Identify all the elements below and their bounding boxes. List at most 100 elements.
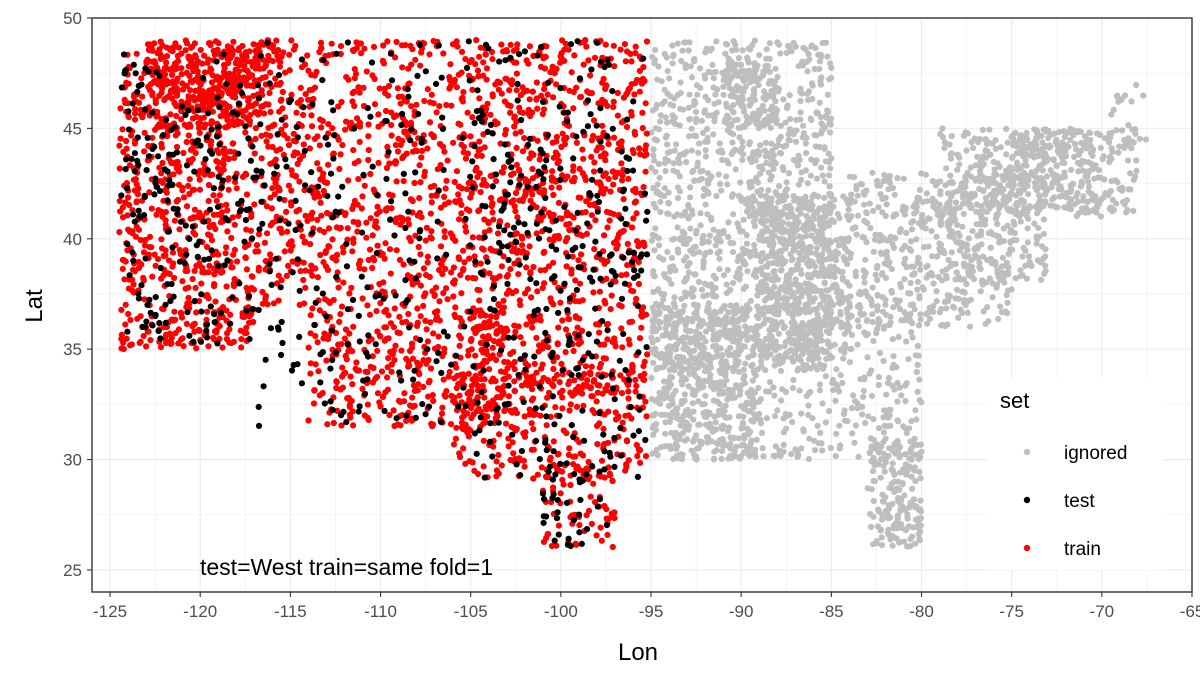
point-ignored <box>759 310 766 317</box>
point-ignored <box>728 193 736 200</box>
point-ignored <box>685 269 693 276</box>
data-points <box>116 37 1150 551</box>
point-ignored <box>774 297 781 304</box>
point-train <box>229 214 236 221</box>
point-train <box>243 284 250 291</box>
point-ignored <box>715 228 722 236</box>
point-ignored <box>805 402 812 409</box>
point-train <box>179 278 186 285</box>
point-ignored <box>652 46 659 54</box>
point-ignored <box>1017 189 1024 197</box>
point-train <box>204 308 211 315</box>
point-ignored <box>914 451 921 458</box>
point-ignored <box>1023 151 1030 158</box>
point-ignored <box>907 279 914 287</box>
point-ignored <box>790 376 797 384</box>
point-ignored <box>651 157 658 164</box>
point-ignored <box>772 98 779 105</box>
point-ignored <box>806 435 813 442</box>
point-ignored <box>758 211 765 218</box>
point-train <box>138 111 145 118</box>
point-ignored <box>1003 259 1010 266</box>
point-ignored <box>745 354 752 361</box>
point-train <box>141 237 148 244</box>
point-ignored <box>660 395 667 402</box>
point-ignored <box>1061 133 1068 141</box>
point-ignored <box>680 240 687 247</box>
point-ignored <box>706 232 714 239</box>
point-ignored <box>805 280 812 287</box>
point-train <box>246 319 253 326</box>
point-ignored <box>712 91 719 98</box>
point-ignored <box>762 254 769 262</box>
point-ignored <box>825 219 832 226</box>
point-train <box>371 101 379 108</box>
point-ignored <box>894 174 901 182</box>
point-ignored <box>890 244 898 251</box>
point-train <box>213 197 220 204</box>
point-ignored <box>720 443 727 450</box>
point-ignored <box>771 283 778 290</box>
point-ignored <box>664 119 671 126</box>
point-ignored <box>827 444 834 452</box>
point-ignored <box>869 468 877 475</box>
point-ignored <box>954 166 961 173</box>
point-ignored <box>799 320 806 327</box>
point-ignored <box>833 430 840 437</box>
point-ignored <box>691 347 698 354</box>
point-ignored <box>854 303 862 310</box>
point-ignored <box>698 117 706 124</box>
point-ignored <box>789 256 796 263</box>
point-ignored <box>664 378 672 386</box>
point-ignored <box>683 159 690 166</box>
point-ignored <box>1099 156 1106 163</box>
point-ignored <box>724 181 731 188</box>
point-ignored <box>811 437 818 444</box>
point-ignored <box>1011 221 1018 228</box>
point-train <box>233 185 240 192</box>
point-ignored <box>669 359 676 366</box>
point-train <box>193 262 200 269</box>
point-ignored <box>777 367 785 374</box>
point-ignored <box>782 258 789 265</box>
point-ignored <box>965 235 973 242</box>
point-train <box>171 217 178 224</box>
point-train <box>148 205 155 212</box>
point-ignored <box>763 224 770 231</box>
point-ignored <box>1071 153 1078 160</box>
point-train <box>158 121 165 128</box>
point-ignored <box>720 272 728 279</box>
point-ignored <box>711 413 718 420</box>
point-ignored <box>943 305 950 312</box>
point-ignored <box>814 209 821 216</box>
point-ignored <box>772 160 779 167</box>
point-train <box>231 122 238 129</box>
point-ignored <box>805 455 813 463</box>
point-ignored <box>915 220 923 227</box>
point-ignored <box>745 431 752 438</box>
point-ignored <box>752 453 759 460</box>
point-train <box>205 295 212 302</box>
point-ignored <box>872 271 879 278</box>
point-ignored <box>688 447 695 454</box>
point-ignored <box>671 120 678 127</box>
point-ignored <box>651 136 658 143</box>
point-ignored <box>848 213 855 220</box>
point-train <box>243 82 250 89</box>
point-ignored <box>816 58 824 65</box>
point-ignored <box>907 438 914 445</box>
point-ignored <box>725 455 732 462</box>
point-ignored <box>1125 157 1132 164</box>
point-ignored <box>772 318 779 325</box>
point-ignored <box>1013 174 1021 181</box>
point-ignored <box>868 523 875 531</box>
point-ignored <box>726 424 733 431</box>
point-ignored <box>713 38 720 45</box>
point-ignored <box>841 407 848 414</box>
point-ignored <box>845 206 852 213</box>
point-ignored <box>1090 165 1097 173</box>
point-ignored <box>729 139 736 146</box>
point-ignored <box>1003 292 1010 299</box>
point-ignored <box>723 173 730 180</box>
point-train <box>205 343 212 350</box>
